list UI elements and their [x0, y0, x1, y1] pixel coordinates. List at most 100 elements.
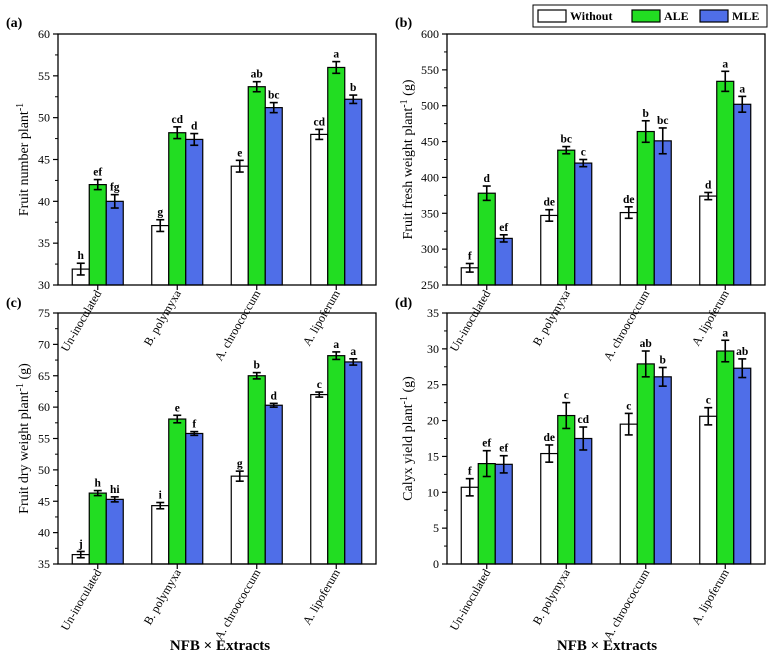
- significance-letter: bc: [561, 134, 573, 146]
- significance-letter: ef: [93, 167, 102, 179]
- bar: [699, 415, 718, 565]
- significance-letter: c: [581, 147, 586, 159]
- significance-letter: d: [191, 121, 198, 133]
- significance-letter: ef: [482, 438, 491, 450]
- significance-letter: i: [159, 490, 163, 502]
- bar: [557, 149, 576, 286]
- y-tick-label: 450: [421, 135, 439, 149]
- plot-frame: [446, 33, 766, 286]
- significance-letter: cd: [578, 414, 590, 426]
- y-tick-label: 30: [427, 342, 439, 356]
- x-axis-title-right: NFB × Extracts: [557, 638, 657, 654]
- significance-letter: c: [317, 379, 322, 391]
- y-tick-label: 60: [38, 27, 50, 41]
- y-tick-label: 35: [427, 306, 439, 320]
- significance-letter: d: [484, 173, 491, 185]
- bar: [716, 80, 735, 286]
- x-tick-label: A. chroococcum: [212, 287, 264, 363]
- y-tick-label: 40: [38, 194, 50, 208]
- bar: [230, 165, 249, 286]
- bar: [310, 133, 329, 286]
- significance-letter: b: [660, 355, 666, 367]
- bar: [151, 505, 170, 565]
- significance-letter: bc: [268, 90, 280, 102]
- bar: [619, 423, 638, 565]
- bar: [653, 376, 672, 565]
- bar: [574, 437, 593, 565]
- significance-letter: a: [722, 327, 728, 339]
- significance-letter: g: [157, 207, 163, 219]
- x-tick-label: Un-inoculated: [447, 567, 493, 633]
- y-tick-label: 35: [38, 557, 50, 571]
- y-tick-label: 20: [427, 414, 439, 428]
- legend-label-without: Without: [570, 9, 612, 23]
- panel-b: (b) 250 300 350 400 450 500 550 600 Fruit fresh w…: [395, 16, 766, 363]
- bar: [185, 138, 204, 286]
- panel-label: (d): [395, 296, 412, 311]
- significance-letter: hi: [110, 484, 120, 496]
- significance-letter: de: [544, 197, 556, 209]
- y-tick-label: 0: [433, 557, 439, 571]
- y-tick-label: 55: [38, 432, 50, 446]
- y-tick-label: 60: [38, 400, 50, 414]
- bar: [88, 184, 107, 286]
- bar: [264, 404, 283, 565]
- significance-letter: ef: [499, 222, 508, 234]
- bar: [151, 224, 170, 286]
- bar: [477, 192, 496, 286]
- bar: [540, 452, 559, 565]
- bar: [460, 486, 479, 565]
- significance-letter: de: [623, 194, 635, 206]
- y-tick-label: 35: [38, 236, 50, 250]
- significance-letter: f: [468, 250, 472, 262]
- plot-frame: [57, 33, 377, 286]
- y-tick-label: 40: [38, 526, 50, 540]
- significance-letter: ab: [640, 338, 652, 350]
- significance-letter: ab: [736, 346, 748, 358]
- significance-letter: c: [626, 400, 631, 412]
- x-tick-label: B. polymyxa: [141, 566, 184, 627]
- bar: [494, 237, 513, 286]
- significance-letter: e: [175, 402, 180, 414]
- bar: [168, 418, 187, 565]
- y-tick-label: 30: [38, 278, 50, 292]
- panel-label: (a): [6, 16, 23, 31]
- significance-letter: j: [78, 538, 83, 550]
- bar: [230, 475, 249, 565]
- significance-letter: c: [564, 390, 569, 402]
- significance-letter: f: [468, 466, 472, 478]
- y-tick-label: 250: [421, 278, 439, 292]
- x-tick-label: B. polymyxa: [530, 287, 573, 348]
- y-tick-label: 350: [421, 206, 439, 220]
- bar: [699, 195, 718, 286]
- y-tick-label: 70: [38, 337, 50, 351]
- significance-letter: cd: [314, 116, 326, 128]
- x-tick-label: A. chroococcum: [601, 566, 653, 642]
- panel-label: (c): [6, 296, 22, 311]
- significance-letter: a: [350, 346, 356, 358]
- y-tick-label: 75: [38, 306, 50, 320]
- x-tick-label: A. chroococcum: [212, 566, 264, 642]
- y-tick-label: 10: [427, 485, 439, 499]
- bar: [574, 162, 593, 286]
- y-tick-label: 50: [38, 463, 50, 477]
- plot-frame: [57, 312, 377, 565]
- x-tick-label: A. lipoferum: [300, 566, 343, 627]
- significance-letter: d: [705, 179, 712, 191]
- significance-letter: cd: [172, 114, 184, 126]
- bar: [247, 86, 266, 286]
- bar: [344, 361, 363, 565]
- significance-letter: d: [271, 390, 278, 402]
- bar: [733, 103, 752, 286]
- panel-label: (b): [395, 16, 412, 31]
- bar: [247, 375, 266, 565]
- bar: [477, 463, 496, 565]
- y-tick-label: 600: [421, 27, 439, 41]
- plot-frame: [446, 312, 766, 565]
- bar: [88, 492, 107, 565]
- bar: [327, 66, 346, 286]
- y-axis-label: Fruit fresh weight plant-1 (g): [399, 79, 417, 239]
- x-axis-title-left: NFB × Extracts: [170, 638, 270, 654]
- bar: [733, 367, 752, 565]
